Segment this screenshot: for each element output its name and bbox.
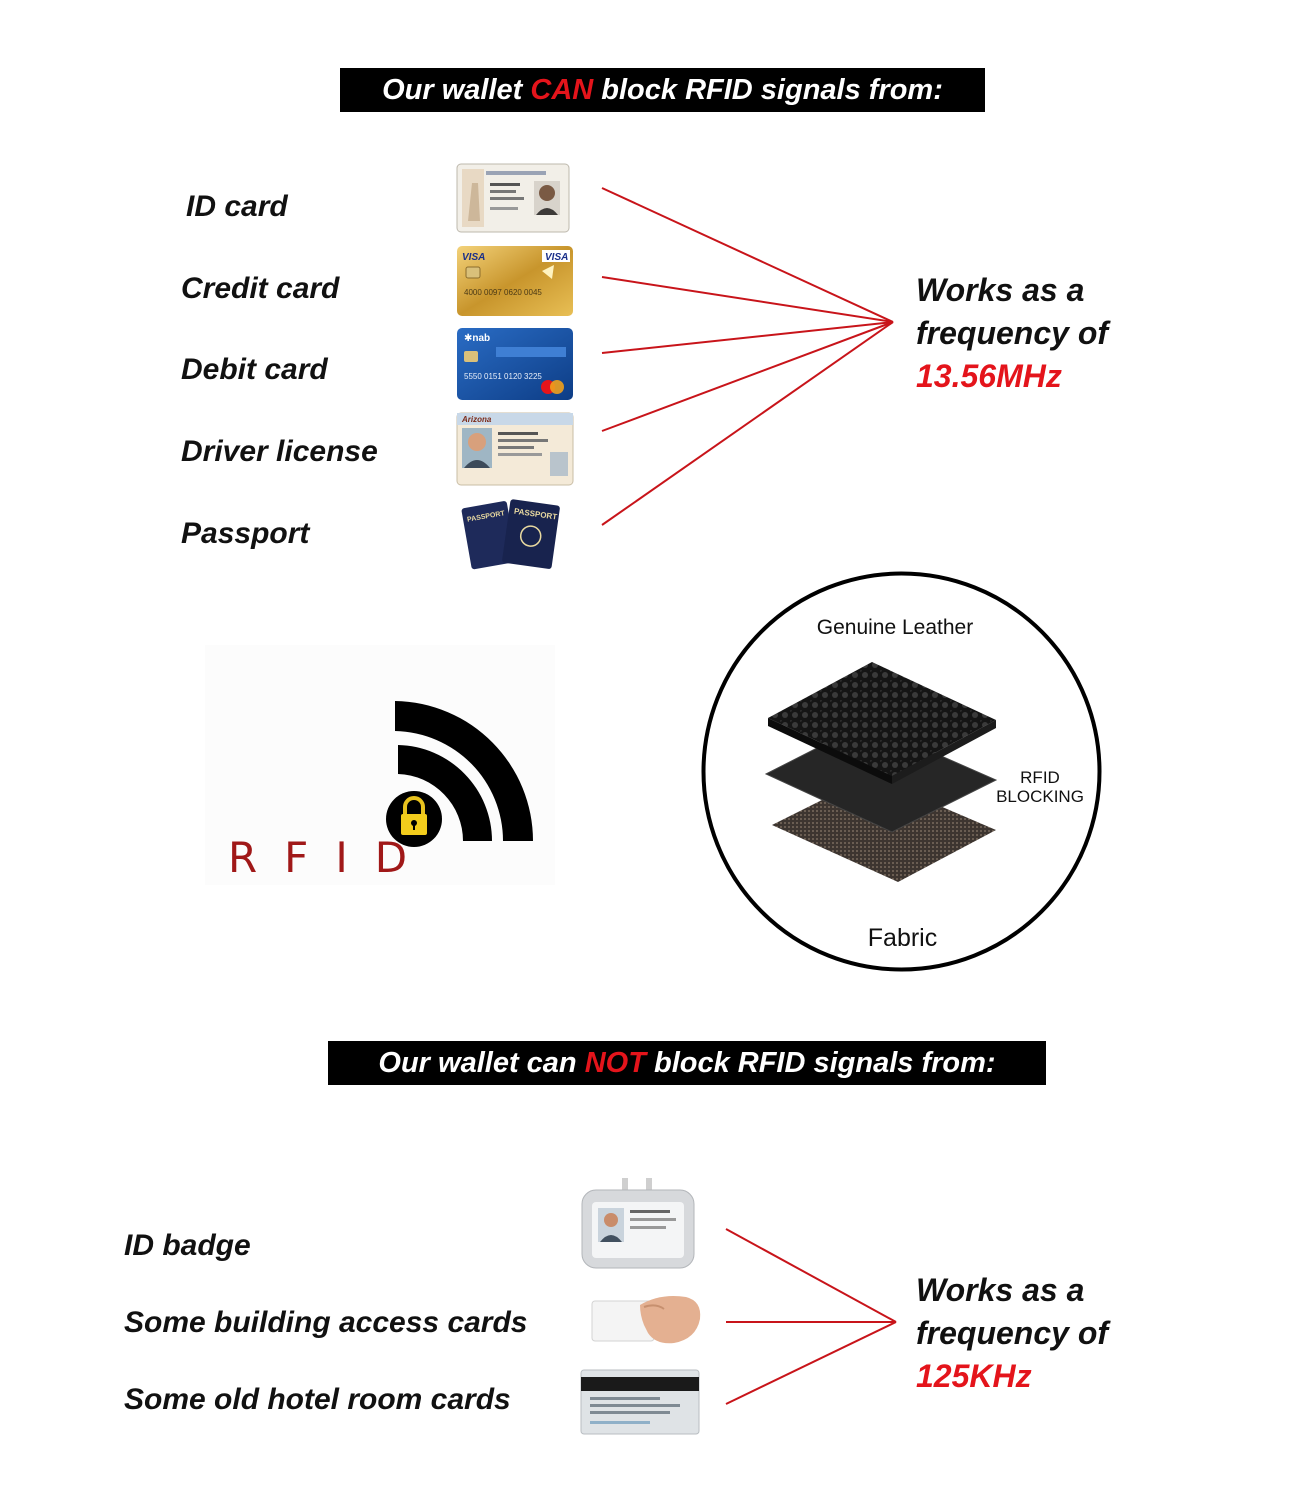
bottom-banner-prefix: Our wallet can bbox=[378, 1047, 585, 1079]
debit-card-icon: ✱nab 5550 0151 0120 3225 bbox=[456, 327, 574, 401]
bottom-banner: Our wallet can NOT block RFID signals fr… bbox=[328, 1041, 1046, 1085]
blocked-item-label: Passport bbox=[181, 517, 310, 550]
bottom-frequency: Works as a frequency of 125KHz bbox=[916, 1269, 1108, 1398]
layer-label-top: Genuine Leather bbox=[816, 616, 974, 639]
credit-card-icon: VISA VISA 4000 0097 0620 0045 bbox=[456, 245, 574, 317]
blocked-item-label: Debit card bbox=[181, 353, 328, 386]
passport-icon: PASSPORT PASSPORT bbox=[460, 498, 566, 570]
hotel-card-icon bbox=[580, 1369, 700, 1435]
bottom-banner-suffix: block RFID signals from: bbox=[645, 1047, 996, 1079]
top-banner-highlight: CAN bbox=[530, 74, 594, 106]
top-frequency: Works as a frequency of 13.56MHz bbox=[916, 269, 1108, 398]
frequency-line1: Works as a bbox=[916, 272, 1085, 308]
layer-label-middle: RFID BLOCKING bbox=[985, 768, 1095, 806]
svg-text:VISA: VISA bbox=[462, 252, 485, 263]
top-banner-suffix: block RFID signals from: bbox=[593, 74, 943, 106]
layers-diagram: Genuine Leather RFID BLOCKING Fabric bbox=[700, 570, 1103, 973]
unblocked-item-label: ID badge bbox=[124, 1229, 251, 1262]
unblocked-item-label: Some building access cards bbox=[124, 1306, 528, 1339]
frequency-line2: frequency of bbox=[916, 1315, 1109, 1351]
frequency-value: 125KHz bbox=[916, 1358, 1032, 1394]
svg-text:VISA: VISA bbox=[545, 252, 568, 263]
blocked-item-label: Credit card bbox=[181, 272, 340, 305]
frequency-value: 13.56MHz bbox=[916, 358, 1062, 394]
svg-text:4000 0097 0620 0045: 4000 0097 0620 0045 bbox=[464, 288, 542, 297]
svg-text:Arizona: Arizona bbox=[461, 415, 492, 424]
driver-license-icon: Arizona bbox=[456, 412, 574, 486]
frequency-line1: Works as a bbox=[916, 1272, 1085, 1308]
unblocked-item-label: Some old hotel room cards bbox=[124, 1383, 511, 1416]
rfid-logo: RFID bbox=[205, 645, 555, 885]
layer-label-middle-line2: BLOCKING bbox=[996, 787, 1084, 806]
top-banner-prefix: Our wallet bbox=[382, 74, 531, 106]
access-card-icon bbox=[590, 1285, 702, 1347]
blocked-item-label: Driver license bbox=[181, 435, 378, 468]
layer-label-bottom: Fabric bbox=[867, 924, 938, 952]
id-card-icon bbox=[456, 163, 570, 233]
frequency-line2: frequency of bbox=[916, 315, 1109, 351]
top-banner: Our wallet CAN block RFID signals from: bbox=[340, 68, 985, 112]
bottom-banner-highlight: NOT bbox=[584, 1047, 646, 1079]
svg-text:✱nab: ✱nab bbox=[464, 333, 490, 344]
svg-text:5550 0151 0120 3225: 5550 0151 0120 3225 bbox=[464, 372, 542, 381]
lock-icon bbox=[386, 791, 442, 847]
blocked-item-label: ID card bbox=[186, 190, 288, 223]
layer-label-middle-line1: RFID bbox=[1020, 768, 1060, 787]
id-badge-icon bbox=[578, 1178, 698, 1270]
rfid-logo-text: RFID bbox=[228, 833, 435, 882]
